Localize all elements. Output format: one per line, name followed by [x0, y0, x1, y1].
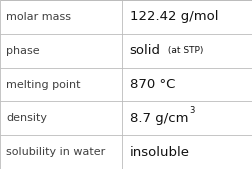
Text: molar mass: molar mass	[6, 12, 71, 22]
Text: (at STP): (at STP)	[165, 46, 203, 55]
Text: 122.42 g/mol: 122.42 g/mol	[130, 10, 218, 23]
Text: insoluble: insoluble	[130, 146, 190, 159]
Text: 870 °C: 870 °C	[130, 78, 175, 91]
Text: 8.7 g/cm: 8.7 g/cm	[130, 112, 188, 125]
Text: phase: phase	[6, 46, 40, 56]
Text: melting point: melting point	[6, 79, 81, 90]
Text: solubility in water: solubility in water	[6, 147, 106, 157]
Text: solid: solid	[130, 44, 161, 57]
Text: 3: 3	[190, 106, 195, 115]
Text: density: density	[6, 113, 47, 123]
